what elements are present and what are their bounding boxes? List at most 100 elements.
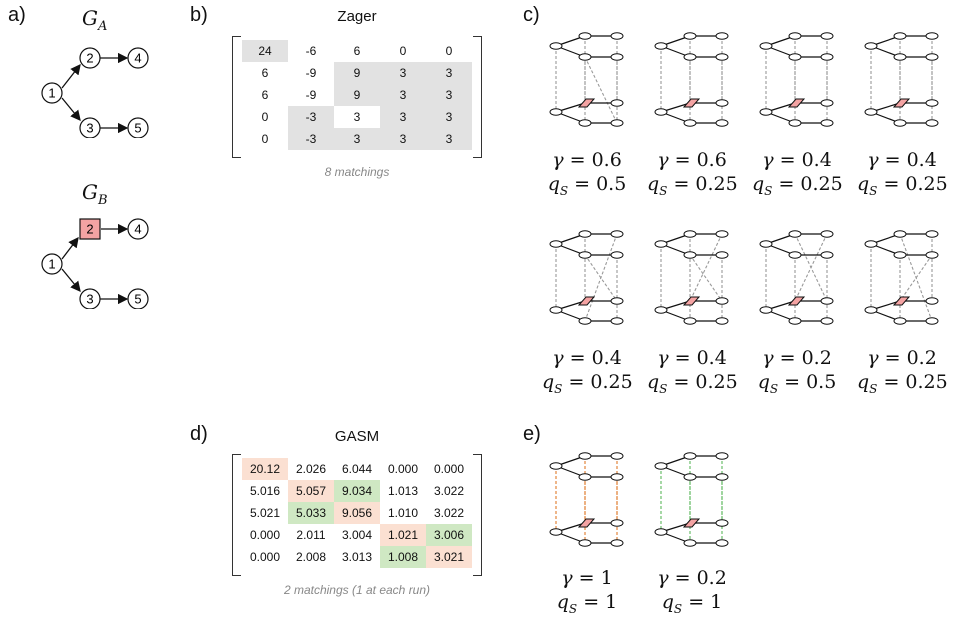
graph-a-node-3: 3 <box>79 117 101 138</box>
matrix-row: 0.000 2.011 3.004 1.021 3.006 <box>242 524 472 546</box>
graph-node <box>925 32 939 40</box>
graph-node <box>925 53 939 61</box>
graph-node <box>715 297 729 305</box>
graph-node <box>820 99 834 107</box>
graph-node <box>549 108 563 116</box>
gamma-value: γ = 0.2 <box>762 347 832 369</box>
matrix-right-bracket <box>473 454 482 576</box>
matrix-cell: 5.057 <box>288 480 334 502</box>
graph-node <box>654 462 668 470</box>
matrix-cell: 3.006 <box>426 524 472 546</box>
matrix-cell: 3 <box>380 106 426 128</box>
matching-line <box>899 254 933 302</box>
graph-b-node-4: 4 <box>127 218 149 240</box>
matrix-cell: 6 <box>261 88 269 102</box>
matrix-row: 0 -3 3 3 3 <box>242 128 472 150</box>
graph-node <box>610 473 624 481</box>
graph-node <box>683 32 697 40</box>
graph-node <box>759 108 773 116</box>
graph-node <box>820 251 834 259</box>
graph-node <box>578 230 592 238</box>
highlighted-node <box>577 296 596 306</box>
matrix-cell: 6.044 <box>341 462 373 476</box>
gamma-value: γ = 0.2 <box>657 567 727 589</box>
graph-b-node-1: 1 <box>41 253 63 275</box>
matching-line <box>584 254 618 302</box>
matrix-cell: 6 <box>353 44 361 58</box>
graph-node <box>715 539 729 547</box>
graph-node <box>820 119 834 127</box>
graph-node <box>925 99 939 107</box>
matrix-cell: 1.008 <box>380 546 426 568</box>
matrix-cell: 24 <box>242 40 288 62</box>
graph-node <box>578 119 592 127</box>
parameter-label: γ = 0.4 qS = 0.25 <box>542 346 633 401</box>
matrix-cell: -3 <box>288 128 334 150</box>
parameter-label: γ = 0.6 qS = 0.25 <box>647 148 738 203</box>
graph-node <box>683 539 697 547</box>
graph-node <box>788 230 802 238</box>
graph-a-node-5-label: 5 <box>134 121 141 136</box>
graph-node <box>683 119 697 127</box>
graph-node <box>759 240 773 248</box>
panel-d-label: d) <box>190 423 208 445</box>
graph-node <box>610 297 624 305</box>
matrix-cell: 3.021 <box>426 546 472 568</box>
graph-a-title: GA <box>82 6 108 34</box>
matrix-cell: 3 <box>353 110 361 124</box>
graph-a-node-5: 5 <box>127 117 149 138</box>
gamma-value: γ = 0.4 <box>867 149 937 171</box>
graph-a-node-1-label: 1 <box>48 86 55 101</box>
matrix-cell: 0 <box>261 132 269 146</box>
graph-node <box>820 53 834 61</box>
graph-node <box>578 452 592 460</box>
matrix-cell: 2.011 <box>296 528 326 542</box>
graph-node <box>788 53 802 61</box>
qs-value: qS = 0.25 <box>542 371 633 396</box>
qs-value: qS = 0.25 <box>857 173 948 198</box>
graph-node <box>654 108 668 116</box>
matrix-cell: 5.016 <box>249 484 281 498</box>
graph-node <box>683 317 697 325</box>
highlighted-node <box>787 98 806 108</box>
matrix-cell: 3 <box>380 84 426 106</box>
gasm-table: 20.12 2.026 6.044 0.000 0.000 5.016 5.057 9.034… <box>242 458 472 568</box>
graph-node <box>578 251 592 259</box>
highlighted-node <box>892 98 911 108</box>
graph-a-diagram: 1 2 3 4 5 <box>41 47 149 138</box>
matrix-cell: 9 <box>334 84 380 106</box>
zager-caption: 8 matchings <box>324 165 390 179</box>
matching-diagram <box>654 32 729 127</box>
graph-node <box>654 306 668 314</box>
gamma-value: γ = 0.2 <box>867 347 937 369</box>
graph-b-node-1-label: 1 <box>48 257 55 272</box>
matrix-cell: 3.022 <box>433 506 465 520</box>
graph-node <box>683 230 697 238</box>
zager-matrix: 24 -6 6 0 0 6 -9 9 3 3 6 -9 9 3 3 0 -3 3 3 3 0 -3 3 3 3 <box>232 36 482 158</box>
gamma-value: γ = 0.4 <box>552 347 622 369</box>
panel-b-label: b) <box>190 4 208 26</box>
gasm-caption: 2 matchings (1 at each run) <box>283 583 431 597</box>
matrix-cell: 2.026 <box>295 462 327 476</box>
graph-a-node-2-label: 2 <box>86 51 93 66</box>
graph-node <box>893 32 907 40</box>
gamma-value: γ = 0.4 <box>762 149 832 171</box>
graph-node <box>893 251 907 259</box>
matrix-row: 6 -9 9 3 3 <box>242 62 472 84</box>
highlighted-node <box>892 296 911 306</box>
matrix-row: 20.12 2.026 6.044 0.000 0.000 <box>242 458 472 480</box>
matrix-cell: 5.033 <box>288 502 334 524</box>
matrix-cell: -6 <box>305 44 317 58</box>
gamma-value: γ = 1 <box>561 567 613 589</box>
matrix-cell: 9 <box>334 62 380 84</box>
parameter-label: γ = 0.4 qS = 0.25 <box>752 148 843 203</box>
qs-value: qS = 0.5 <box>547 173 627 198</box>
matrix-cell: 3.013 <box>341 550 373 564</box>
graph-node <box>820 32 834 40</box>
graph-a-node-1: 1 <box>41 82 63 104</box>
graph-a-node-2: 2 <box>79 47 101 69</box>
graph-node <box>715 251 729 259</box>
matrix-cell: 0.000 <box>387 462 419 476</box>
qs-value: qS = 1 <box>661 591 723 616</box>
graph-node <box>864 306 878 314</box>
